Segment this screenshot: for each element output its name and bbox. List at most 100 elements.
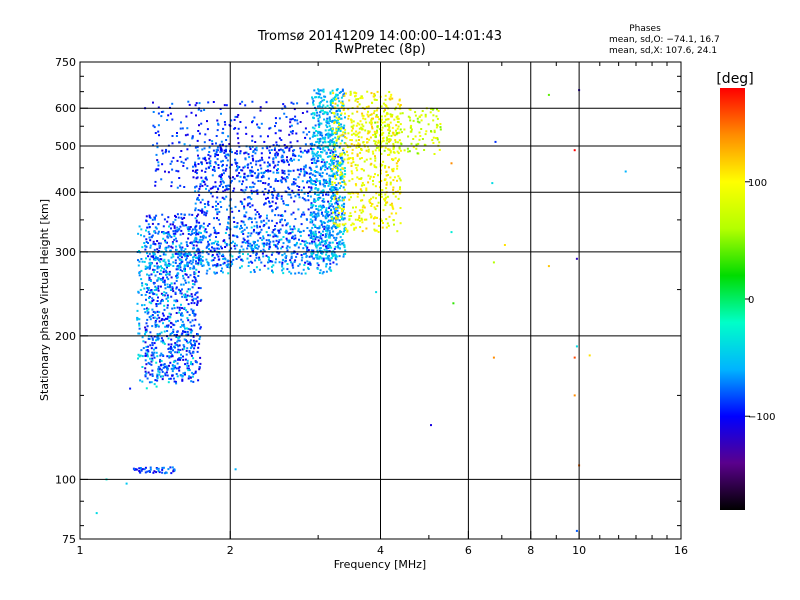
echo-point	[302, 131, 305, 134]
echo-point	[220, 270, 223, 272]
echo-point	[254, 172, 256, 175]
echo-point	[337, 119, 339, 122]
echo-point	[191, 135, 194, 138]
echo-point	[165, 471, 168, 474]
echo-point	[398, 99, 401, 102]
echo-point	[341, 100, 344, 103]
echo-point	[326, 104, 329, 107]
echo-point	[353, 227, 356, 230]
echo-point	[237, 256, 240, 259]
echo-point	[176, 319, 179, 322]
echo-point	[336, 94, 339, 97]
echo-point	[180, 216, 183, 219]
echo-point	[376, 129, 378, 132]
echo-point	[306, 102, 309, 105]
echo-point	[138, 332, 141, 335]
echo-point	[175, 334, 178, 336]
echo-point	[302, 211, 305, 214]
echo-point	[361, 206, 364, 209]
echo-point	[243, 214, 246, 217]
echo-point	[198, 258, 201, 261]
colorbar-label: [deg]	[716, 71, 753, 87]
echo-point	[307, 208, 310, 211]
echo-point	[418, 121, 421, 124]
echo-point	[162, 363, 165, 366]
echo-point	[239, 266, 242, 269]
echo-point	[178, 339, 181, 342]
echo-point	[178, 366, 181, 369]
echo-point	[181, 378, 184, 381]
echo-point	[358, 131, 361, 134]
echo-point	[154, 285, 157, 288]
echo-point	[327, 141, 330, 143]
echo-point	[298, 196, 301, 199]
echo-point	[338, 117, 341, 120]
echo-point	[358, 127, 361, 130]
echo-point	[243, 207, 246, 210]
echo-point	[217, 164, 220, 166]
echo-point	[295, 255, 298, 258]
echo-point	[375, 216, 378, 219]
echo-point	[383, 121, 386, 124]
echo-point	[338, 162, 341, 165]
echo-point	[277, 168, 279, 170]
echo-point	[175, 268, 178, 271]
echo-point	[319, 243, 322, 246]
echo-point	[303, 264, 306, 266]
echo-point	[195, 240, 198, 243]
echo-point	[170, 343, 173, 346]
echo-point	[374, 229, 377, 232]
echo-point	[235, 226, 238, 229]
echo-point	[198, 366, 201, 368]
echo-point	[228, 249, 231, 252]
x-tick-label: 10	[572, 544, 586, 557]
echo-point	[159, 360, 161, 363]
echo-point	[148, 226, 151, 228]
echo-point	[313, 161, 316, 164]
echo-point	[194, 171, 197, 173]
echo-point	[245, 132, 248, 135]
echo-point	[434, 137, 437, 140]
echo-point	[160, 258, 163, 261]
echo-point	[156, 159, 159, 162]
echo-point	[318, 247, 321, 250]
echo-point	[204, 156, 207, 159]
echo-point	[154, 325, 157, 328]
echo-point	[156, 379, 159, 382]
echo-point	[267, 170, 270, 173]
echo-point	[260, 122, 263, 125]
echo-point	[180, 283, 183, 286]
echo-point	[373, 110, 376, 113]
echo-point	[262, 175, 265, 178]
echo-point	[274, 208, 277, 211]
echo-point	[301, 196, 304, 199]
echo-point	[243, 238, 246, 241]
echo-point	[278, 229, 281, 232]
echo-point	[166, 231, 169, 234]
echo-point	[329, 133, 332, 136]
echo-point	[436, 137, 439, 139]
echo-point	[272, 171, 275, 174]
echo-point	[202, 237, 205, 240]
echo-point	[170, 326, 173, 329]
echo-point	[344, 112, 346, 115]
echo-point	[319, 196, 322, 199]
echo-point	[334, 176, 337, 179]
echo-point	[186, 364, 189, 367]
echo-point	[184, 327, 186, 330]
echo-point	[155, 288, 158, 291]
echo-point	[398, 177, 401, 180]
echo-point	[321, 175, 324, 178]
echo-point	[201, 265, 204, 267]
echo-point	[180, 213, 183, 216]
echo-point	[339, 91, 342, 93]
echo-point	[227, 135, 230, 138]
echo-point	[164, 372, 167, 375]
echo-point	[316, 236, 319, 239]
echo-point	[335, 142, 338, 144]
echo-point	[153, 248, 156, 251]
echo-point	[336, 214, 339, 217]
echo-point	[330, 98, 333, 101]
echo-point	[175, 336, 178, 338]
echo-point	[315, 114, 318, 117]
